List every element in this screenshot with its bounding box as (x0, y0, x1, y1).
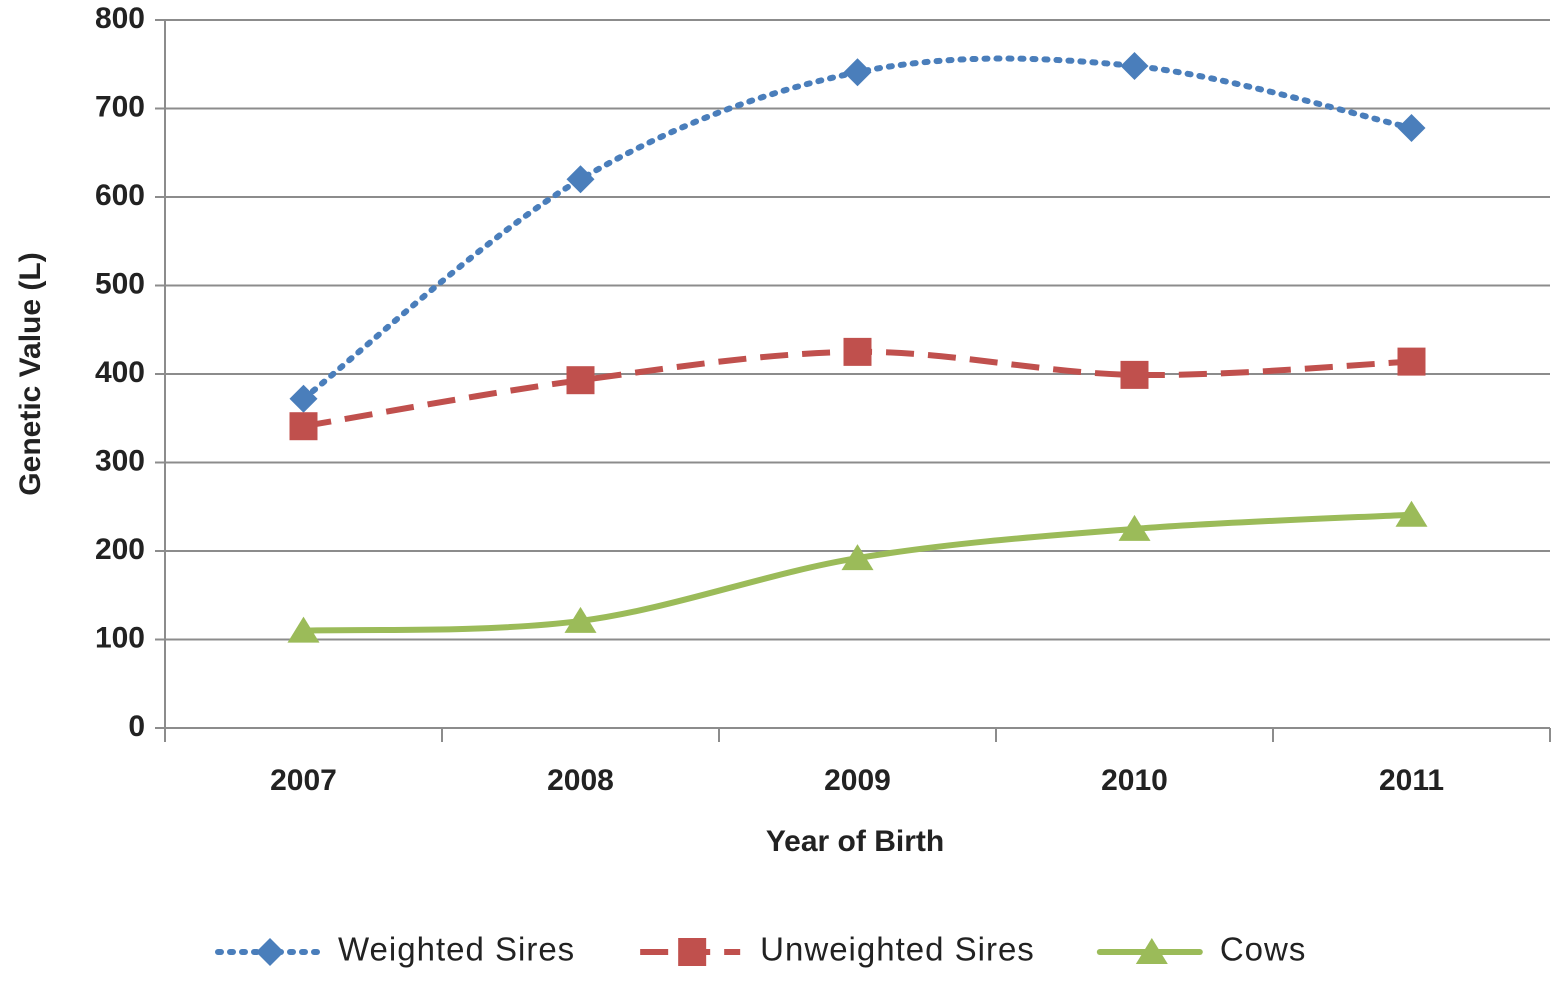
legend-label: Unweighted Sires (760, 931, 1035, 968)
data-point (1120, 360, 1149, 389)
data-point (566, 366, 595, 395)
y-tick-label: 400 (95, 356, 145, 389)
data-point (843, 337, 872, 366)
x-axis-title: Year of Birth (766, 825, 944, 858)
x-tick-label: 2010 (1101, 764, 1168, 797)
legend-marker (256, 938, 284, 966)
data-point (1397, 347, 1426, 376)
data-point (289, 384, 318, 413)
x-tick-label: 2009 (824, 764, 891, 797)
y-tick-label: 600 (95, 179, 145, 212)
series-line (300, 511, 1415, 634)
y-tick-label: 200 (95, 533, 145, 566)
y-tick-label: 800 (95, 2, 145, 35)
y-tick-label: 700 (95, 90, 145, 123)
data-point (564, 606, 597, 633)
data-point (566, 165, 595, 194)
legend-marker (1135, 938, 1168, 964)
series-line (300, 55, 1415, 402)
x-tick-label: 2008 (547, 764, 614, 797)
y-tick-label: 500 (95, 267, 145, 300)
data-point (843, 58, 872, 87)
data-point (1395, 500, 1428, 527)
y-tick-label: 300 (95, 444, 145, 477)
data-point (1120, 52, 1149, 81)
data-point (1118, 514, 1151, 541)
x-tick-label: 2007 (270, 764, 337, 797)
legend-marker (678, 938, 707, 966)
data-point (1397, 113, 1426, 142)
data-point (841, 544, 874, 571)
legend: Weighted Sires Unweighted Sires Cows (215, 931, 1307, 968)
y-axis-title: Genetic Value (L) (14, 252, 47, 495)
x-tick-label: 2011 (1379, 764, 1444, 797)
legend-label: Cows (1220, 931, 1307, 968)
data-point (287, 616, 320, 643)
y-tick-label: 0 (128, 710, 145, 743)
legend-label: Weighted Sires (338, 931, 575, 968)
y-tick-label: 100 (95, 621, 145, 654)
data-point (289, 412, 318, 441)
